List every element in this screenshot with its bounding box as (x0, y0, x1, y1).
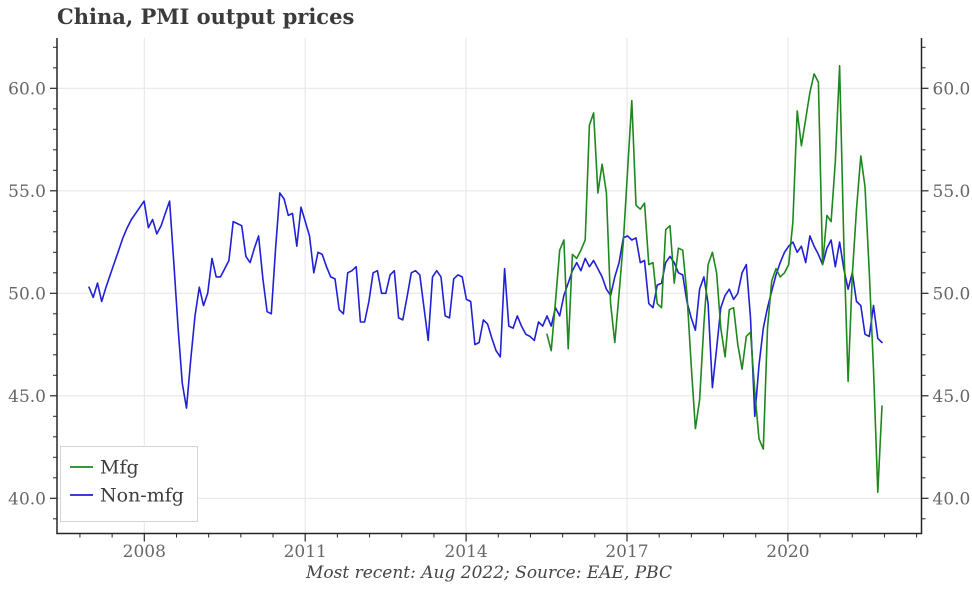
x-axis-tick-label: 2020 (766, 542, 809, 562)
x-axis-tick-label: 2017 (605, 542, 648, 562)
y-axis-tick-label: 40.0 (933, 489, 971, 509)
series-line-non-mfg (88, 192, 883, 418)
chart-caption: Most recent: Aug 2022; Source: EAE, PBC (305, 563, 672, 583)
series-line-mfg (546, 64, 883, 494)
y-axis-tick-label: 50.0 (8, 284, 46, 304)
y-axis-tick-label: 50.0 (933, 284, 971, 304)
plot-area: 40.0 40.0 45.0 45.0 50.0 50.0 55.0 55.0 60.0 60.0… (8, 38, 970, 562)
legend-label-mfg: Mfg (100, 457, 139, 479)
y-axis-tick-label: 55.0 (933, 182, 971, 202)
legend-label-nonmfg: Non-mfg (100, 485, 184, 507)
y-axis-tick-label: 45.0 (933, 387, 971, 407)
y-axis-tick-label: 40.0 (8, 489, 46, 509)
legend-box (60, 446, 198, 522)
y-axis-tick-label: 55.0 (8, 182, 46, 202)
x-axis-tick-label: 2008 (123, 542, 166, 562)
y-axis-tick-label: 45.0 (8, 387, 46, 407)
y-axis-tick-label: 60.0 (8, 79, 46, 99)
legend: Mfg Non-mfg (60, 446, 198, 522)
x-axis-tick-label: 2011 (284, 542, 327, 562)
y-axis-tick-label: 60.0 (933, 79, 971, 99)
x-axis-tick-label: 2014 (444, 542, 487, 562)
chart-title: China, PMI output prices (57, 4, 354, 29)
